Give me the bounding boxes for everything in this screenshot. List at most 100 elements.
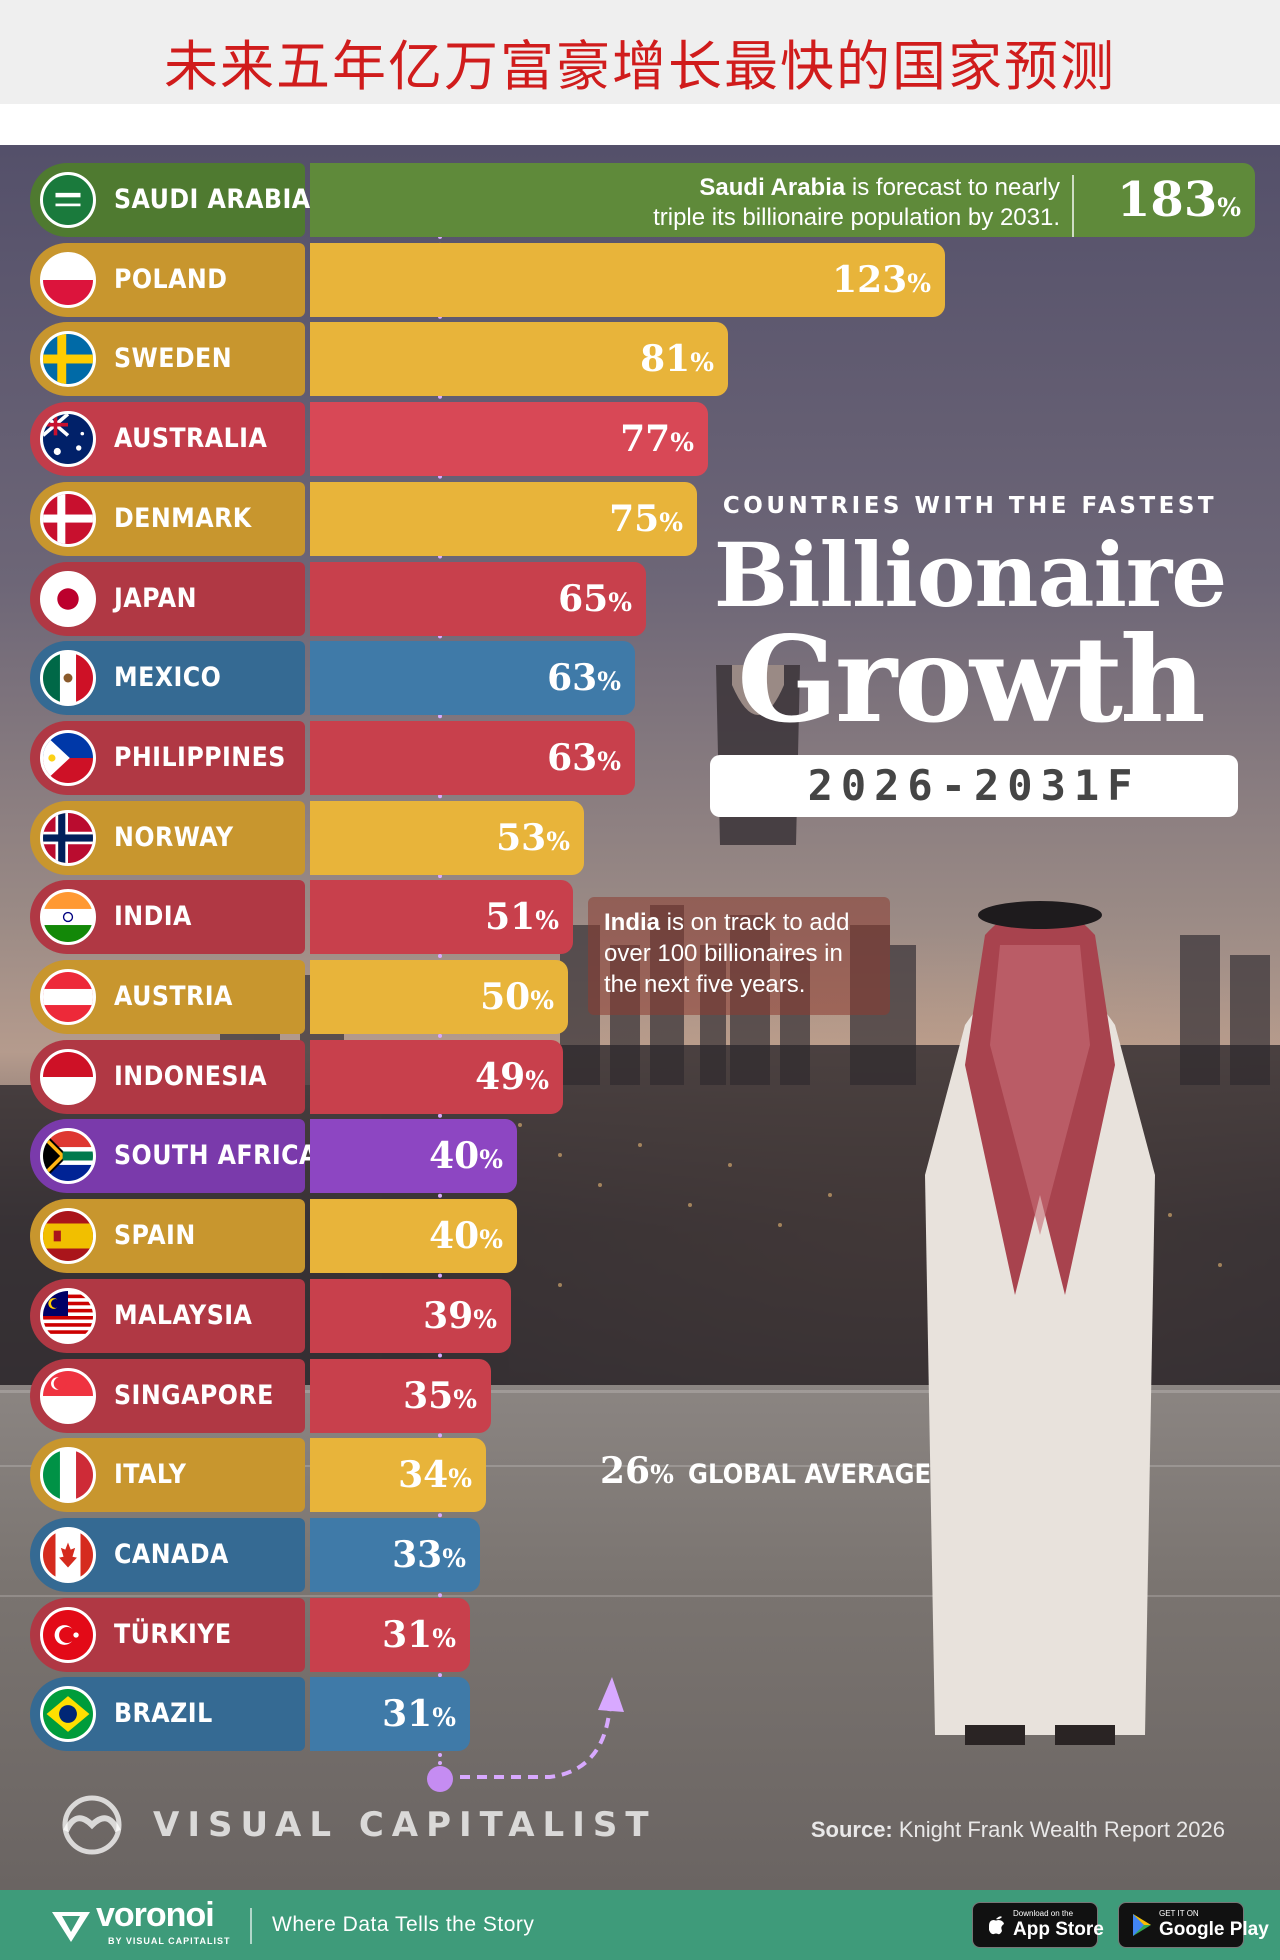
source-text: Knight Frank Wealth Report 2026 (892, 1817, 1225, 1842)
flag-id-icon (40, 1049, 96, 1105)
flag-sg-icon (40, 1368, 96, 1424)
bar: 31% (310, 1677, 470, 1751)
row-label: MALAYSIA (30, 1279, 305, 1353)
bar-value-number: 35 (403, 1375, 454, 1417)
bar-value-number: 49 (475, 1056, 526, 1098)
footer-divider (250, 1908, 252, 1944)
country-name: INDONESIA (114, 1061, 268, 1092)
bar-value-unit: % (659, 508, 683, 537)
country-name: ITALY (114, 1459, 187, 1490)
bar: 77% (310, 402, 708, 476)
chart-title-line-2: Growth (737, 610, 1206, 749)
flag-dk-icon (40, 491, 96, 547)
bar-value-unit: % (479, 1225, 503, 1254)
person-silhouette-graphic (925, 901, 1155, 1745)
bar: 40% (310, 1119, 517, 1193)
bar-value-number: 33 (392, 1534, 443, 1576)
country-name: NORWAY (114, 822, 234, 853)
bar-value-label: 63% (547, 641, 621, 719)
bar-value-unit: % (597, 747, 621, 776)
country-name: JAPAN (114, 583, 197, 614)
footer-tagline: Where Data Tells the Story (272, 1913, 535, 1936)
page-title: 未来五年亿万富豪增长最快的国家预测 (164, 35, 1116, 98)
bar-value-unit: % (479, 1145, 503, 1174)
publisher-name: VISUAL CAPITALIST (153, 1805, 657, 1845)
bar-value-unit: % (670, 428, 694, 457)
bar-value-label: 65% (558, 562, 632, 640)
bar: 65% (310, 562, 646, 636)
bar-value-label: 40% (429, 1199, 503, 1277)
bar-value-number: 34 (398, 1454, 449, 1496)
chart-subtitle: COUNTRIES WITH THE FASTEST (722, 493, 1218, 519)
flag-it-icon (40, 1447, 96, 1503)
bar-value-number: 63 (547, 737, 598, 779)
floor-line (0, 1465, 1280, 1467)
google-play-button[interactable]: GET IT ON Google Play (1118, 1902, 1269, 1948)
bar-value-unit: % (448, 1464, 472, 1493)
country-name: SAUDI ARABIA (114, 184, 311, 215)
app-store-small-text: Download on the (1013, 1909, 1074, 1918)
flag-my-icon (40, 1288, 96, 1344)
app-store-button[interactable]: Download on the App Store (972, 1902, 1104, 1948)
country-name: INDIA (114, 901, 192, 932)
flag-jp-icon (40, 571, 96, 627)
bar: 35% (310, 1359, 491, 1433)
bar: 53% (310, 801, 584, 875)
row-label: BRAZIL (30, 1677, 305, 1751)
bar-value-unit: % (546, 827, 570, 856)
bar-value-number: 75 (609, 498, 660, 540)
bar: 34% (310, 1438, 486, 1512)
flag-za-icon (40, 1128, 96, 1184)
bar-value-number: 77 (620, 418, 671, 460)
bar-value-label: 31% (382, 1677, 456, 1755)
voronoi-brand[interactable]: voronoi (96, 1896, 215, 1934)
top-banner: 未来五年亿万富豪增长最快的国家预测 (0, 0, 1280, 104)
global-average-text: GLOBAL AVERAGE (687, 1459, 932, 1490)
flag-at-icon (40, 969, 96, 1025)
visual-capitalist-logo-icon (62, 1795, 122, 1855)
country-name: SOUTH AFRICA (114, 1140, 318, 1171)
country-name: DENMARK (114, 503, 252, 534)
row-label: DENMARK (30, 482, 305, 556)
bar: 31% (310, 1598, 470, 1672)
bar: 63% (310, 641, 635, 715)
bar-value-unit: % (1217, 193, 1241, 222)
flag-br-icon (40, 1686, 96, 1742)
apple-icon (989, 1916, 1004, 1935)
bar-value-unit: % (530, 986, 554, 1015)
footer-bar: voronoi BY VISUAL CAPITALIST Where Data … (0, 1890, 1280, 1960)
bar-value-label: 183% (1117, 163, 1241, 245)
row-label: ITALY (30, 1438, 305, 1512)
country-name: AUSTRIA (114, 981, 233, 1012)
bar: 183% (310, 163, 1255, 237)
india-annotation-bold: India (604, 909, 661, 936)
country-name: AUSTRALIA (114, 423, 268, 454)
row-label: MEXICO (30, 641, 305, 715)
flag-ca-icon (40, 1527, 96, 1583)
country-name: CANADA (114, 1539, 229, 1570)
flag-se-icon (40, 331, 96, 387)
voronoi-logo-icon (52, 1912, 90, 1942)
bar-value-unit: % (432, 1624, 456, 1653)
bar: 81% (310, 322, 728, 396)
flag-pl-icon (40, 252, 96, 308)
bar-value-number: 65 (558, 578, 609, 620)
bar: 49% (310, 1040, 563, 1114)
bar-value-label: 123% (832, 243, 931, 321)
flag-in-icon (40, 889, 96, 945)
global-average-marker (427, 1766, 453, 1792)
country-name: MEXICO (114, 662, 222, 693)
bar-value-unit: % (597, 667, 621, 696)
flag-es-icon (40, 1208, 96, 1264)
global-average-arrow-icon (460, 1677, 624, 1779)
flag-sa-icon (40, 172, 96, 228)
infographic-poster: SAUDI ARABIA 183% POLAND 123% SWEDEN 81% AUSTR… (0, 145, 1280, 1890)
country-name: POLAND (114, 264, 228, 295)
bar: 51% (310, 880, 573, 954)
flag-tr-icon (40, 1607, 96, 1663)
bar-value-label: 75% (609, 482, 683, 560)
bar-value-label: 51% (485, 880, 559, 958)
bar-value-label: 50% (480, 960, 554, 1038)
row-label: INDONESIA (30, 1040, 305, 1114)
bar: 123% (310, 243, 945, 317)
